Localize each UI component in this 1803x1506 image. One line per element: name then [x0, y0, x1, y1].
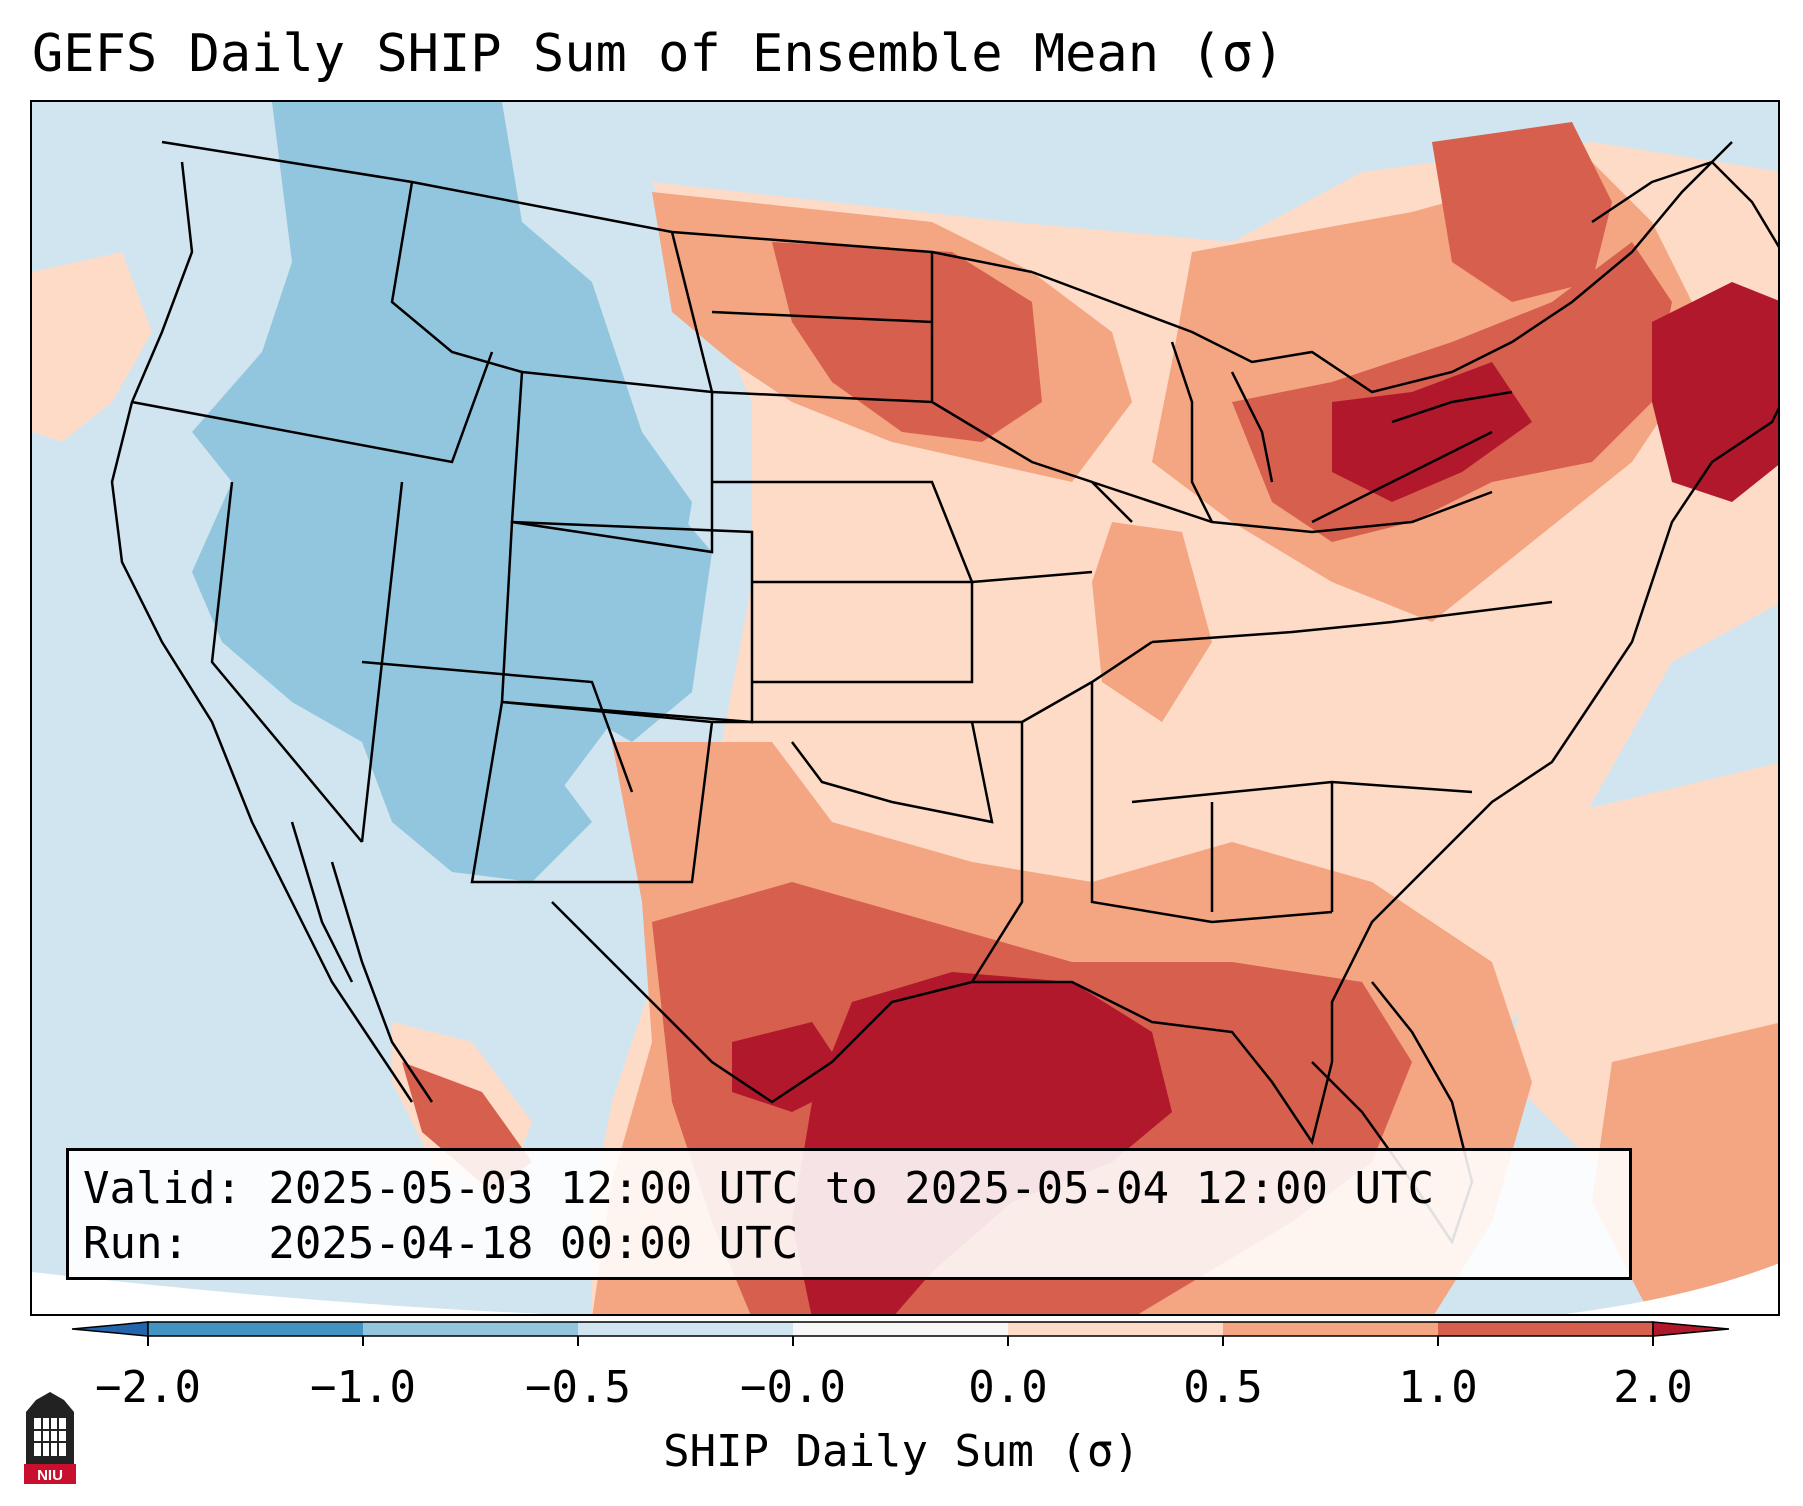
outside-domain-area-right — [1565, 1263, 1778, 1314]
new-mexico-box — [470, 700, 714, 884]
run-time-line: Run: 2025-04-18 00:00 UTC — [83, 1218, 799, 1269]
map-title: GEFS Daily SHIP Sum of Ensemble Mean (σ) — [32, 24, 1285, 84]
colorbar-outline — [147, 1321, 1654, 1337]
eastern-lines — [1090, 480, 1553, 924]
great-lakes-shores — [1031, 141, 1733, 394]
logo-text: NIU — [37, 1467, 63, 1484]
pacific-light-red — [32, 252, 152, 442]
baja — [290, 821, 434, 1103]
dakota-strong — [772, 242, 1042, 442]
colorbar — [71, 1321, 1730, 1346]
quebec-coast — [1591, 160, 1778, 248]
colorbar-segment — [1008, 1322, 1223, 1336]
nevada-california — [210, 481, 363, 843]
colorbar-tick-label: −0.5 — [525, 1362, 631, 1413]
arizona-blue-region — [362, 742, 592, 882]
colorbar-segment — [793, 1322, 1008, 1336]
caribbean-medium — [1592, 1022, 1778, 1314]
wyoming-box — [510, 370, 714, 554]
colorbar-under-extension — [71, 1321, 149, 1337]
outside-domain-area — [32, 1272, 547, 1314]
west-coast — [110, 161, 414, 1103]
colorbar-segment — [578, 1322, 793, 1336]
illinois-medium — [1092, 522, 1212, 722]
gulf-coast — [551, 581, 1654, 1146]
negative-anomaly-regions — [192, 102, 1778, 882]
new-england-extreme — [1652, 282, 1778, 502]
colorbar-tick-label: 2.0 — [1613, 1362, 1693, 1413]
quebec-strong — [1432, 122, 1612, 302]
valid-run-info-box: Valid: 2025-05-03 12:00 UTC to 2025-05-0… — [66, 1148, 1632, 1280]
valid-time-line: Valid: 2025-05-03 12:00 UTC to 2025-05-0… — [83, 1163, 1435, 1214]
colorbar-tick-label: 0.0 — [968, 1362, 1048, 1413]
colorbar-segment — [1223, 1322, 1438, 1336]
texas-coast-extreme — [732, 1022, 852, 1112]
colorbar-label: SHIP Daily Sum (σ) — [663, 1426, 1140, 1477]
colorbar-tick-label: −1.0 — [310, 1362, 416, 1413]
colorado-blue-region — [512, 472, 712, 742]
lake-michigan — [1170, 341, 1274, 523]
colorbar-segment — [363, 1322, 578, 1336]
colorbar-segment — [148, 1322, 363, 1336]
oklahoma-texas — [712, 720, 1022, 824]
niu-logo-icon: NIU — [24, 1392, 76, 1484]
colorbar-tick-label: 0.5 — [1183, 1362, 1263, 1413]
colorbar-tick-label: −0.0 — [740, 1362, 846, 1413]
colorbar-tick-label: 1.0 — [1398, 1362, 1478, 1413]
ship-map — [32, 102, 1778, 1314]
state-borders — [110, 140, 1778, 1245]
map-panel — [30, 100, 1780, 1316]
colorbar-tick-label: −2.0 — [95, 1362, 201, 1413]
colorbar-segment — [1438, 1322, 1653, 1336]
oregon-idaho-nevada — [131, 351, 494, 464]
utah-lines — [360, 481, 634, 843]
lake-erie-ontario — [1311, 390, 1513, 524]
colorbar-over-extension — [1652, 1321, 1730, 1337]
montana-lines — [390, 181, 714, 393]
nebraska-kansas — [712, 480, 974, 684]
east-coast — [1650, 407, 1778, 583]
